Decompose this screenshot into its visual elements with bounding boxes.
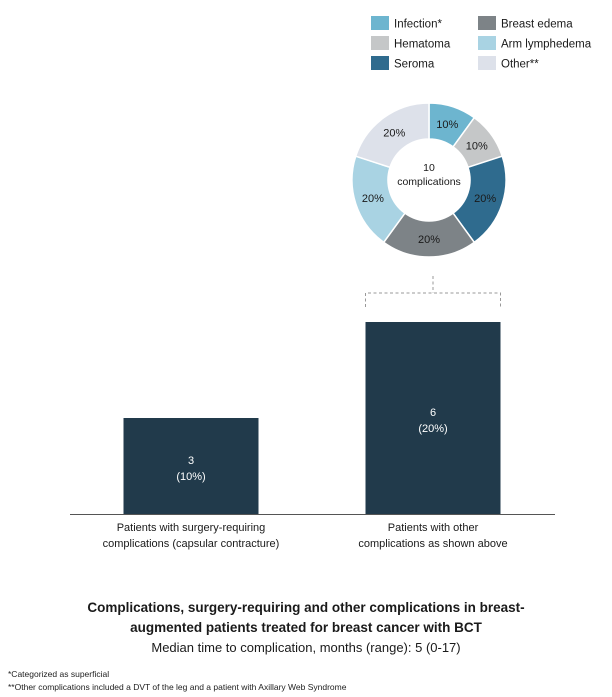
bar-1	[123, 418, 259, 514]
donut-label-other: 20%	[383, 127, 405, 139]
bar-2	[365, 322, 501, 514]
bar-value-label-2: 6	[430, 407, 436, 419]
legend-swatch-arm-lymphedema	[478, 36, 496, 50]
footnote-superficial: *Categorized as superficial	[8, 669, 110, 679]
caption-title-line1: Complications, surgery-requiring and oth…	[87, 600, 525, 615]
category-label-2-line-2: complications as shown above	[358, 538, 507, 550]
chart-caption-title: Complications, surgery-requiring and oth…	[0, 598, 612, 638]
bar-chart: 3 (10%) Patients with surgery-requiring com…	[70, 322, 555, 550]
caption-title-line2: augmented patients treated for breast ca…	[130, 620, 482, 635]
chart-caption-subtitle: Median time to complication, months (ran…	[151, 640, 461, 655]
donut-label-breast-edema: 20%	[418, 234, 440, 246]
bar-percent-label-2: (20%)	[418, 423, 447, 435]
legend-label-hematoma: Hematoma	[394, 39, 451, 51]
donut-center-count: 10	[423, 162, 435, 174]
legend-label-arm-lymphedema: Arm lymphedema	[501, 39, 592, 51]
donut-label-hematoma: 10%	[466, 140, 488, 152]
bracket-connector	[365, 276, 501, 307]
legend-label-other: Other**	[501, 59, 539, 71]
bracket-dashed-line	[365, 292, 501, 307]
complications-chart: Infection* Breast edema Hematoma Arm lymphe…	[70, 16, 592, 550]
legend-label-seroma: Seroma	[394, 59, 435, 71]
donut-label-seroma: 20%	[474, 193, 496, 205]
donut-slice-other	[354, 102, 430, 169]
category-label-2-line-1: Patients with other	[388, 522, 479, 534]
footnote-other: **Other complications included a DVT of …	[8, 682, 347, 692]
legend-swatch-seroma	[371, 56, 389, 70]
donut-chart: 10% 10% 20% 20% 20% 20% 10 complications	[351, 102, 507, 258]
legend-swatch-hematoma	[371, 36, 389, 50]
donut-legend: Infection* Breast edema Hematoma Arm lymphe…	[371, 16, 592, 71]
legend-swatch-other	[478, 56, 496, 70]
donut-center-label: complications	[397, 176, 461, 188]
legend-swatch-breast-edema	[478, 16, 496, 30]
legend-swatch-infection	[371, 16, 389, 30]
bar-value-label-1: 3	[188, 455, 194, 467]
legend-label-infection: Infection*	[394, 19, 442, 31]
category-label-1-line-1: Patients with surgery-requiring	[117, 522, 266, 534]
category-label-1-line-2: complications (capsular contracture)	[103, 538, 280, 550]
legend-label-breast-edema: Breast edema	[501, 19, 573, 31]
donut-label-arm-lymphedema: 20%	[362, 193, 384, 205]
donut-label-infection: 10%	[436, 119, 458, 131]
bar-percent-label-1: (10%)	[176, 471, 205, 483]
